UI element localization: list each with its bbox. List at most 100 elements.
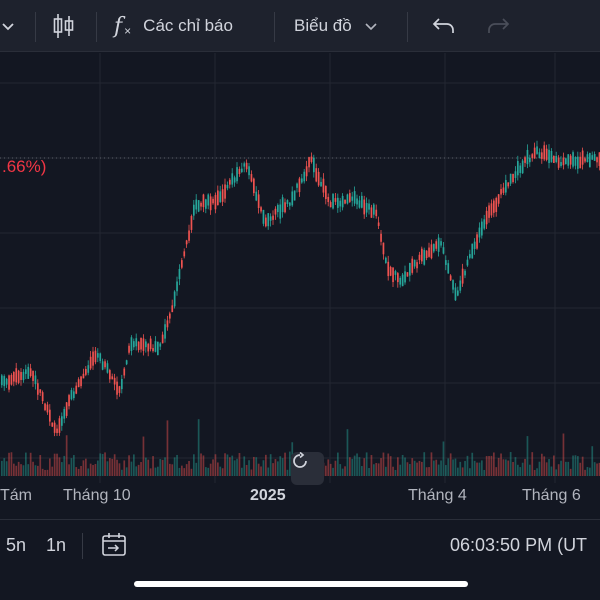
candle-body	[3, 376, 6, 387]
candle-body	[27, 366, 30, 379]
volume-bar	[365, 452, 368, 476]
candle-body	[521, 160, 524, 174]
candle-body	[373, 204, 375, 215]
volume-bar	[584, 469, 586, 476]
volume-bar	[505, 459, 507, 476]
volume-bar	[56, 453, 58, 476]
volume-bar	[423, 452, 426, 476]
candle-body	[13, 372, 15, 382]
candle-body	[581, 150, 584, 165]
chevron-down-icon[interactable]	[0, 0, 22, 52]
volume-bar	[416, 462, 418, 476]
candle-body	[584, 158, 586, 162]
date-range-calendar-icon[interactable]	[100, 520, 128, 570]
volume-bar	[447, 458, 450, 476]
candle-body	[142, 338, 145, 351]
candle-body	[567, 154, 570, 166]
candle-body	[173, 291, 176, 307]
volume-bar	[202, 455, 205, 476]
time-axis[interactable]: Tám Tháng 10 2025 Tháng 4 Tháng 6	[0, 485, 600, 511]
candle-body	[560, 162, 562, 166]
candle-body	[437, 237, 440, 252]
candle-body	[464, 270, 466, 276]
clock-timezone[interactable]: 06:03:50 PM (UT	[450, 520, 587, 570]
volume-bar	[329, 463, 332, 476]
volume-bar	[219, 466, 222, 476]
volume-bar	[514, 457, 517, 476]
chart-type-label: Biểu đồ	[294, 16, 352, 35]
candle-body	[197, 200, 200, 212]
candle-body	[572, 152, 574, 167]
candle-body	[305, 166, 308, 177]
volume-bar	[262, 460, 265, 476]
volume-bar	[325, 465, 327, 476]
candle-body	[553, 156, 555, 163]
volume-bar	[13, 463, 15, 476]
candle-body	[423, 249, 426, 265]
candlestick-chart[interactable]	[0, 53, 600, 483]
range-1y-button[interactable]: 1n	[46, 520, 66, 570]
candle-body	[459, 280, 462, 291]
candle-body	[44, 403, 46, 411]
volume-bar	[145, 457, 147, 476]
volume-bar	[581, 456, 584, 476]
volume-bar	[569, 468, 572, 476]
volume-bar	[495, 467, 498, 476]
candle-body	[368, 203, 370, 210]
volume-bar	[286, 469, 289, 476]
reset-chart-button[interactable]	[291, 452, 324, 485]
home-indicator[interactable]	[134, 581, 468, 587]
volume-bar	[121, 469, 123, 476]
volume-bar	[185, 464, 188, 476]
candle-body	[221, 189, 224, 202]
candle-body	[229, 179, 231, 185]
volume-bar	[327, 459, 330, 476]
candle-body	[212, 198, 214, 204]
candle-body	[296, 183, 298, 188]
volume-bar	[224, 453, 226, 476]
volume-bar	[476, 462, 478, 476]
candle-body	[56, 428, 58, 434]
toolbar-divider	[407, 12, 408, 42]
candle-body	[224, 184, 226, 199]
volume-bar	[341, 468, 344, 476]
candle-body	[394, 271, 397, 275]
volume-bar	[574, 455, 577, 476]
volume-bar	[430, 452, 433, 476]
candle-body	[589, 152, 591, 168]
volume-bar	[80, 465, 82, 476]
candle-body	[135, 338, 138, 347]
volume-bar	[231, 455, 234, 476]
candle-body	[337, 197, 339, 208]
candlestick-icon[interactable]	[50, 0, 78, 52]
volume-bar	[75, 467, 78, 476]
volume-bar	[358, 457, 361, 476]
candle-body	[315, 168, 318, 182]
volume-bar	[274, 459, 277, 476]
candle-body	[241, 168, 243, 173]
candle-body	[238, 168, 241, 174]
candle-body	[329, 202, 332, 208]
volume-bar	[521, 462, 524, 476]
volume-bar	[593, 462, 596, 476]
volume-bar	[449, 453, 452, 476]
candle-body	[236, 167, 238, 182]
range-5y-button[interactable]: 5n	[6, 520, 26, 570]
volume-bar	[596, 463, 598, 476]
chart-type-button[interactable]: Biểu đồ	[294, 0, 378, 52]
candle-body	[41, 392, 44, 402]
candle-body	[519, 165, 522, 173]
price-chart[interactable]: .66%)	[0, 53, 600, 519]
volume-bar	[332, 467, 334, 476]
undo-icon[interactable]	[432, 0, 456, 52]
indicators-button[interactable]: f × Các chỉ báo	[114, 0, 233, 52]
volume-bar	[591, 446, 594, 476]
candle-body	[543, 145, 546, 160]
redo-icon[interactable]	[486, 0, 510, 52]
candle-body	[152, 348, 154, 352]
candle-body	[22, 371, 25, 381]
volume-bar	[77, 468, 80, 476]
candle-body	[473, 241, 476, 250]
volume-bar	[507, 460, 510, 476]
volume-bar	[526, 436, 529, 476]
